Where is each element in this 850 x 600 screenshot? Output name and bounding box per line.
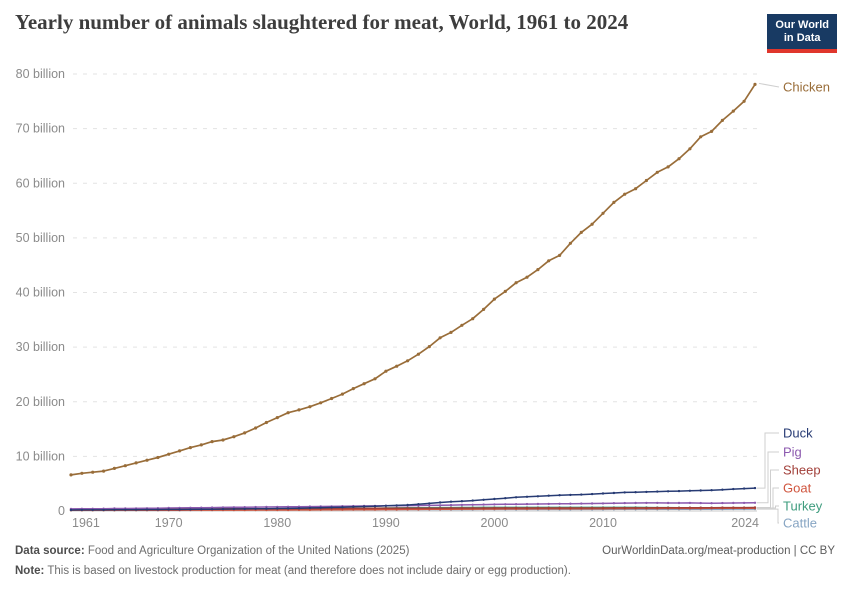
data-source-text: Food and Agriculture Organization of the… xyxy=(84,545,410,557)
owid-cc-link[interactable]: OurWorldinData.org/meat-production | CC … xyxy=(602,545,835,557)
y-axis-label: 60 billion xyxy=(16,176,65,190)
series-line-duck[interactable] xyxy=(70,487,756,511)
note-label: Note: xyxy=(15,565,45,577)
series-line-chicken[interactable] xyxy=(70,83,756,476)
x-axis-label: 1970 xyxy=(155,516,183,530)
chart-footer: Data source: Food and Agriculture Organi… xyxy=(15,545,835,577)
y-axis-label: 70 billion xyxy=(16,122,65,136)
legend-label-goat[interactable]: Goat xyxy=(783,481,812,496)
y-axis-label: 0 xyxy=(58,504,65,518)
x-axis-label: 1961 xyxy=(72,516,100,530)
legend-label-pig[interactable]: Pig xyxy=(783,445,802,460)
series-markers-duck xyxy=(69,486,757,512)
owid-logo-line2: in Data xyxy=(783,32,821,44)
note-text: This is based on livestock production fo… xyxy=(44,565,571,577)
x-axis-label: 1980 xyxy=(263,516,291,530)
y-axis-label: 20 billion xyxy=(16,395,65,409)
legend-label-turkey[interactable]: Turkey xyxy=(783,499,823,514)
legend-connector-cattle xyxy=(757,508,779,524)
legend-connector-turkey xyxy=(757,505,779,509)
legend-label-sheep[interactable]: Sheep xyxy=(783,463,821,478)
data-source-line: Data source: Food and Agriculture Organi… xyxy=(15,545,409,557)
series-markers-chicken xyxy=(69,82,757,477)
owid-logo-line1: Our World xyxy=(775,19,829,31)
owid-logo[interactable]: Our World in Data xyxy=(767,14,837,53)
legend-connector-duck xyxy=(757,432,779,489)
series-line-pig[interactable] xyxy=(70,502,756,510)
y-axis-label: 40 billion xyxy=(16,286,65,300)
x-axis-label: 1990 xyxy=(372,516,400,530)
legend-connector-chicken xyxy=(758,82,780,88)
x-axis-label: 2010 xyxy=(589,516,617,530)
x-axis-label: 2024 xyxy=(731,516,759,530)
legend-connector-pig xyxy=(757,451,779,504)
y-axis-label: 30 billion xyxy=(16,340,65,354)
x-axis-label: 2000 xyxy=(481,516,509,530)
page-title: Yearly number of animals slaughtered for… xyxy=(15,10,629,34)
legend-label-chicken[interactable]: Chicken xyxy=(783,80,830,95)
y-axis-label: 10 billion xyxy=(16,449,65,463)
y-axis-label: 80 billion xyxy=(16,67,65,81)
legend-label-cattle[interactable]: Cattle xyxy=(783,516,817,531)
legend-label-duck[interactable]: Duck xyxy=(783,426,813,441)
y-axis-label: 50 billion xyxy=(16,231,65,245)
data-source-label: Data source: xyxy=(15,545,85,557)
